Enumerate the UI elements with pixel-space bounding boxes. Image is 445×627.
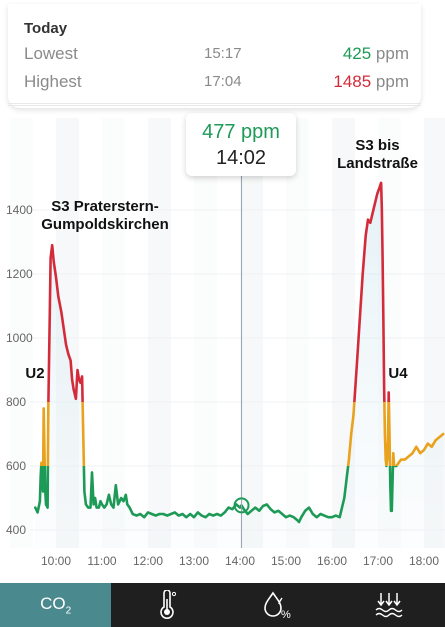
y-tick-label: 1200 [6, 267, 33, 281]
card-divider [8, 103, 421, 104]
lowest-row: Lowest 15:17 425 ppm [24, 44, 409, 66]
reading-tooltip: 477 ppm 14:02 [186, 113, 296, 176]
lowest-value: 425 [342, 44, 372, 63]
tooltip-value: 477 ppm [202, 121, 280, 143]
tooltip-time: 14:02 [215, 147, 267, 169]
tab-humidity[interactable]: % [223, 583, 334, 627]
bottom-nav: CO2 % [0, 583, 445, 627]
hour-band [240, 118, 263, 548]
thermometer-icon [160, 590, 176, 619]
x-tick-label: 12:00 [133, 554, 163, 568]
x-tick-label: 14:00 [225, 554, 255, 568]
y-tick-label: 1400 [6, 203, 33, 217]
x-tick-label: 17:00 [363, 554, 393, 568]
lowest-label: Lowest [24, 44, 78, 63]
y-tick-label: 600 [6, 459, 26, 473]
highest-time: 17:04 [204, 73, 242, 90]
summary-title: Today [24, 20, 68, 37]
y-tick-label: 400 [6, 523, 26, 537]
hour-band [102, 118, 125, 548]
cursor-marker[interactable] [233, 497, 250, 514]
lowest-value-wrap: 425 ppm [343, 44, 409, 64]
y-tick-label: 1000 [6, 331, 33, 345]
tab-co2[interactable]: CO2 [0, 583, 112, 627]
highest-label: Highest [24, 72, 82, 91]
svg-text:%: % [281, 609, 291, 620]
co2-line [34, 181, 445, 524]
annotation-u4: U4 [388, 365, 408, 382]
x-tick-label: 13:00 [179, 554, 209, 568]
x-tick-label: 16:00 [317, 554, 347, 568]
annotation-line: Landstraße [337, 155, 418, 172]
annotation-s3-landstrasse: S3 bis Landstraße [325, 137, 430, 173]
annotation-u2: U2 [25, 365, 45, 382]
tab-pressure[interactable] [334, 583, 445, 627]
x-tick-label: 10:00 [41, 554, 71, 568]
hour-band [286, 118, 309, 548]
card-divider [8, 105, 421, 106]
highest-value-wrap: 1485 ppm [333, 72, 409, 92]
co2-chart[interactable]: 400 600 800 1000 1200 1400 10:00 11:00 12:00 13:… [0, 118, 445, 583]
highest-row: Highest 17:04 1485 ppm [24, 72, 409, 94]
annotation-s3-praterstern: S3 Praterstern- Gumpoldskirchen [30, 198, 180, 234]
annotation-line: Gumpoldskirchen [41, 216, 169, 233]
hour-band [10, 118, 33, 548]
daily-summary-card: Today Lowest 15:17 425 ppm Highest 17:04… [8, 4, 421, 108]
highest-unit: ppm [375, 72, 409, 91]
x-tick-label: 15:00 [271, 554, 301, 568]
lowest-time: 15:17 [204, 45, 242, 62]
co2-label-subscript: 2 [65, 605, 72, 617]
x-axis-ticks: 10:00 11:00 12:00 13:00 14:00 15:00 16:00 17:00… [41, 554, 439, 568]
tab-temperature[interactable] [111, 583, 222, 627]
humidity-icon: % [264, 591, 291, 620]
annotation-line: S3 bis [355, 137, 400, 154]
x-tick-label: 11:00 [87, 554, 116, 568]
co2-label-text: CO [40, 593, 66, 613]
y-axis-ticks: 400 600 800 1000 1200 1400 [6, 203, 33, 537]
pressure-icon [375, 593, 403, 618]
highest-value: 1485 [333, 72, 372, 91]
lowest-unit: ppm [375, 44, 409, 63]
co2-tab-label: CO2 [40, 594, 71, 616]
co2-area [35, 182, 444, 549]
y-tick-label: 800 [6, 395, 26, 409]
co2-chart-svg[interactable]: 400 600 800 1000 1200 1400 10:00 11:00 12:00 13:… [0, 118, 445, 583]
annotation-line: S3 Praterstern- [51, 198, 159, 215]
hour-band [194, 118, 217, 548]
hour-band [332, 118, 355, 548]
hour-band [148, 118, 171, 548]
x-tick-label: 18:00 [409, 554, 439, 568]
